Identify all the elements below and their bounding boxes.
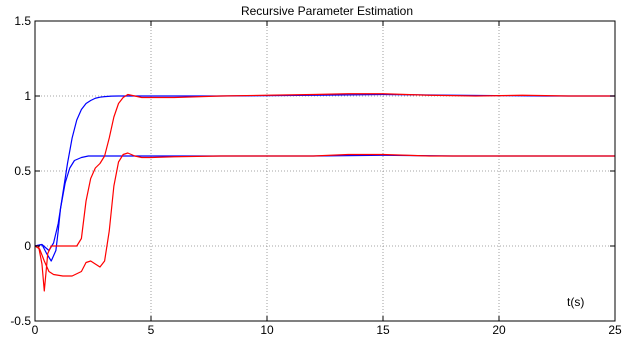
y-tick-label: -0.5	[10, 314, 31, 328]
y-tick-label: 0	[24, 239, 31, 253]
x-tick-label: 25	[608, 323, 622, 337]
series-line-1	[34, 93, 615, 252]
grid-lines	[35, 21, 615, 321]
y-tick-label: 1.5	[14, 14, 31, 28]
x-tick-label: 10	[260, 323, 274, 337]
series-line-4	[34, 152, 615, 277]
series-line-3	[35, 93, 615, 292]
x-tick-label: 0	[32, 323, 39, 337]
x-tick-label: 5	[148, 323, 155, 337]
y-tick-label: 1	[24, 89, 31, 103]
tick-labels: 0 5 10 15 20 25-0.500.511.5	[10, 14, 622, 337]
x-tick-label: 20	[492, 323, 506, 337]
axis-ticks	[34, 20, 616, 322]
series-layer	[34, 93, 615, 292]
chart-title: Recursive Parameter Estimation	[241, 4, 413, 18]
y-tick-label: 0.5	[14, 164, 31, 178]
time-unit-annotation: t(s)	[567, 295, 584, 309]
x-tick-label: 15	[376, 323, 390, 337]
series-line-2	[34, 154, 615, 262]
